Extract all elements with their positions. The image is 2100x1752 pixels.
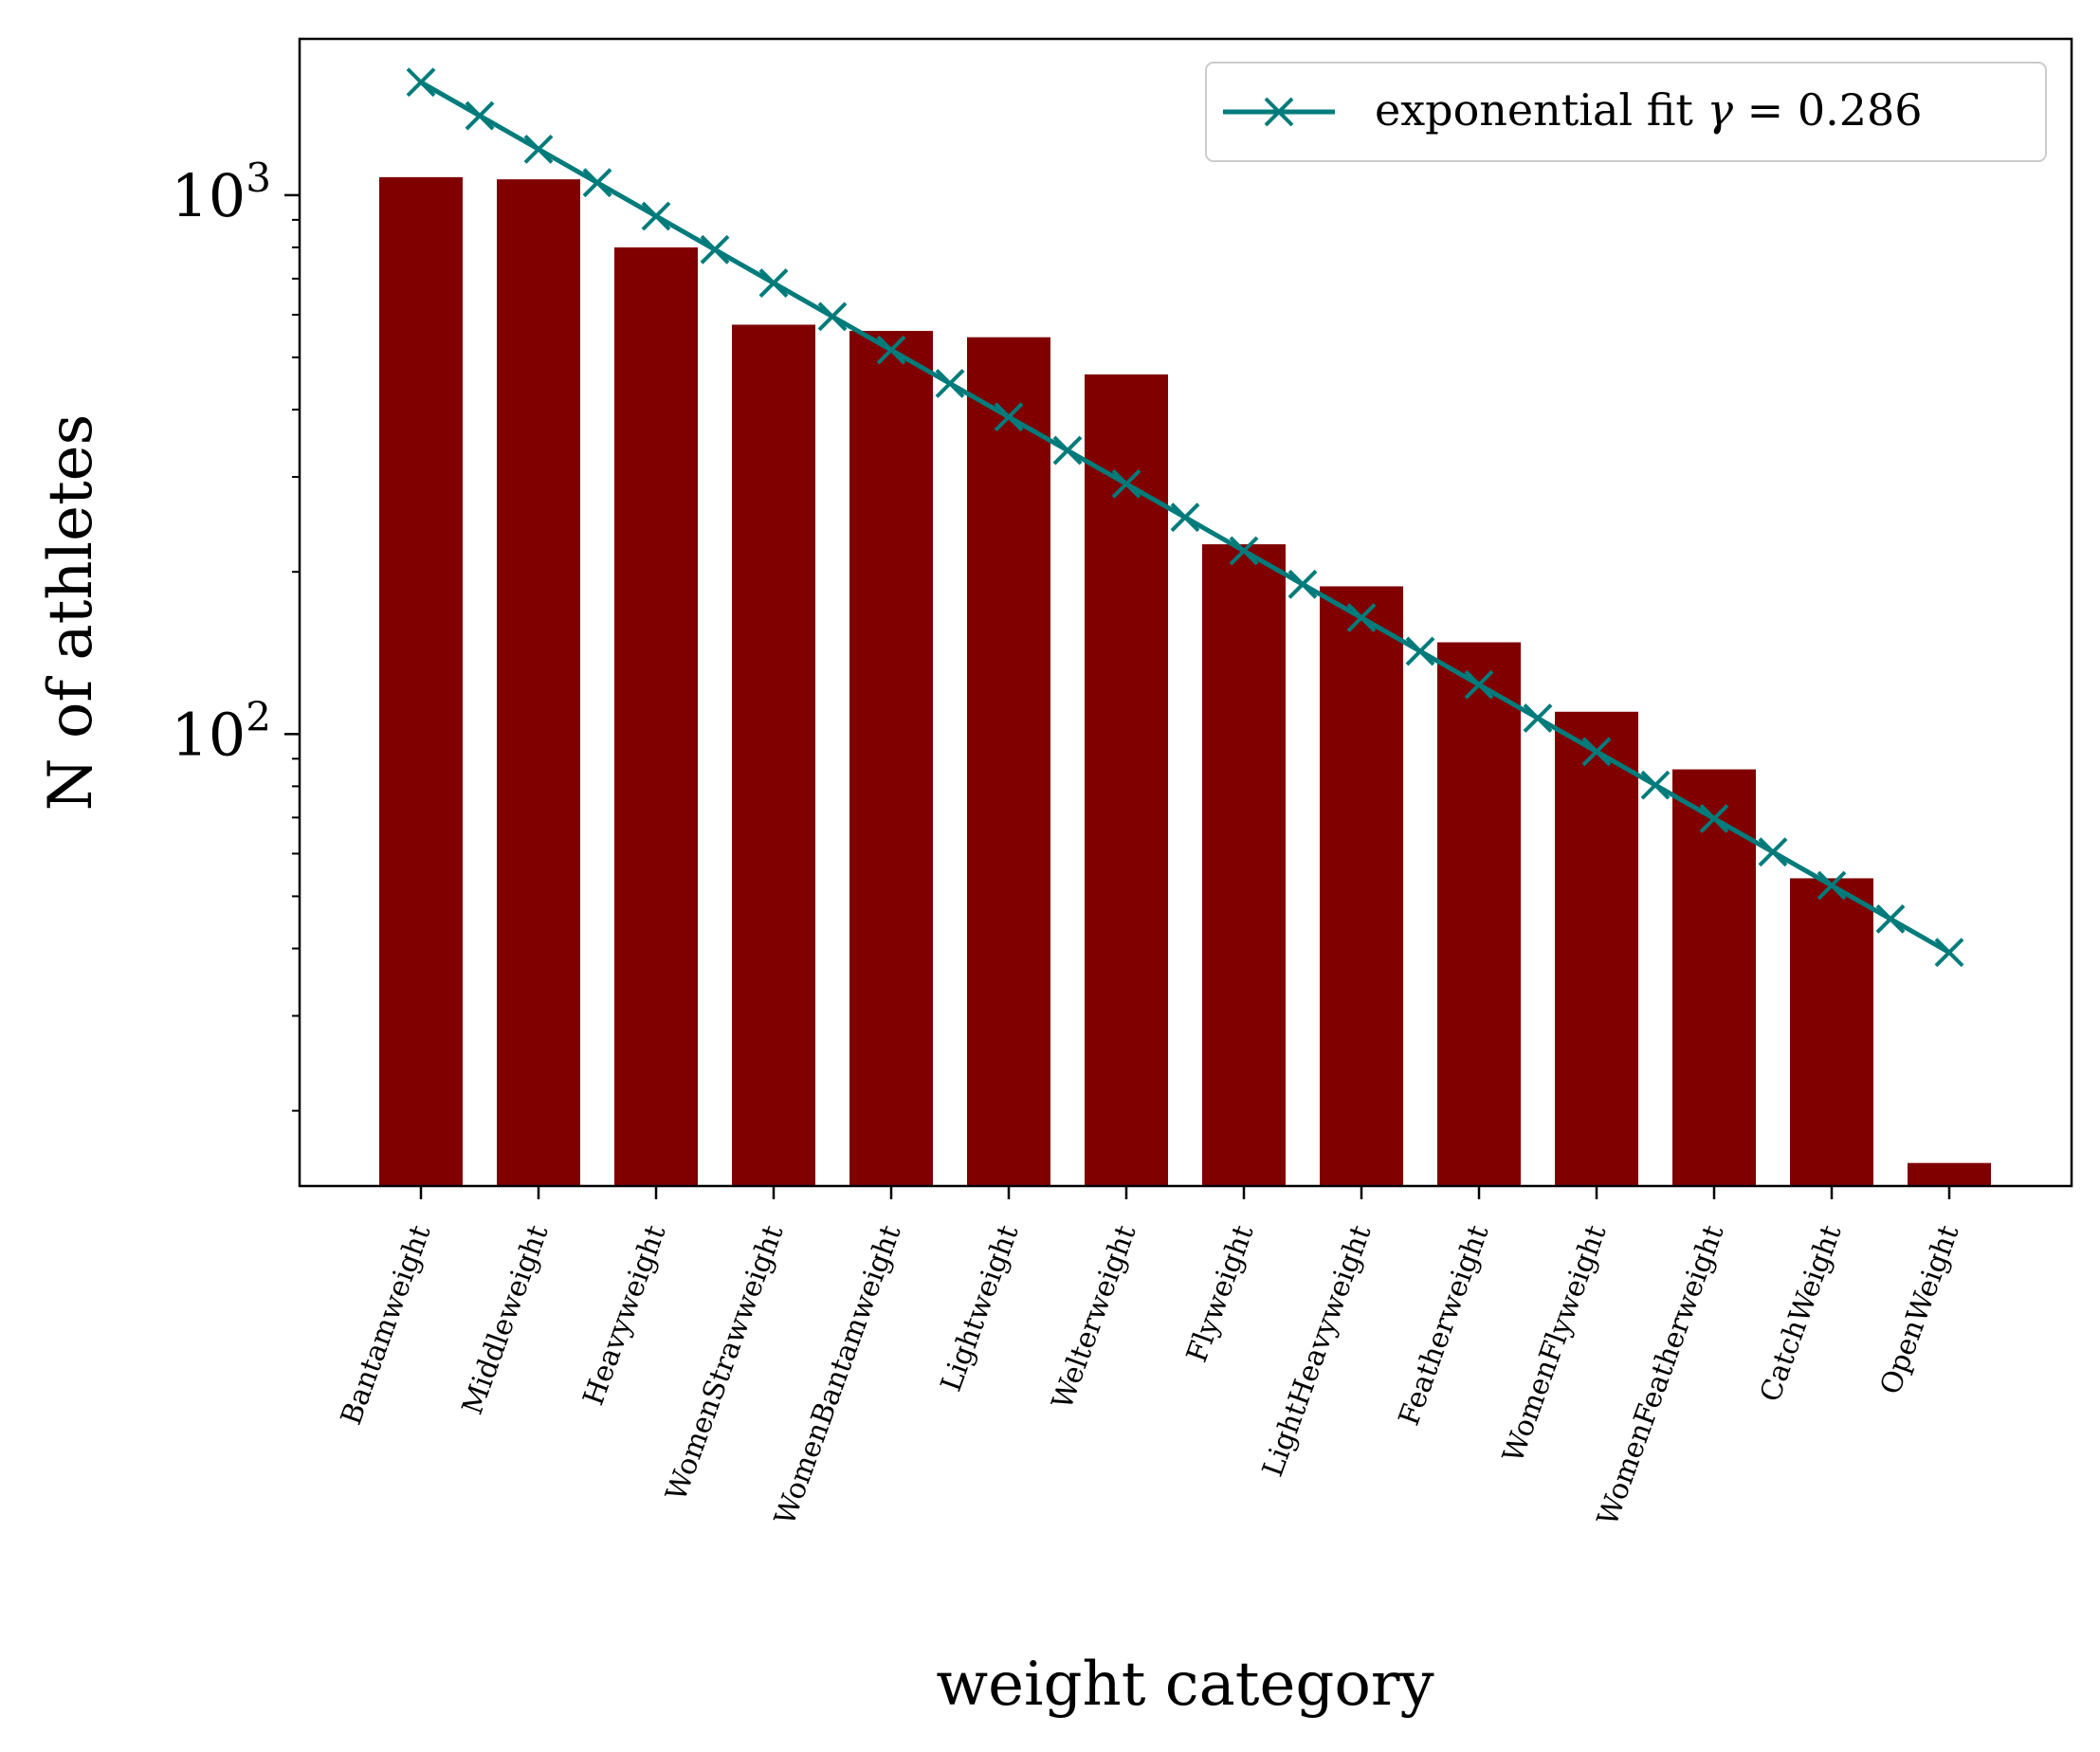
fit-marker: [641, 201, 671, 231]
bar-featherweight: [1437, 642, 1521, 1186]
bar-womenfeatherweight: [1672, 769, 1756, 1186]
bar-womenbantamweight: [849, 331, 933, 1186]
x-tick-label: Flyweight: [1180, 1221, 1261, 1367]
legend-box: [1205, 62, 2047, 162]
bar-welterweight: [1085, 374, 1168, 1187]
legend-marker: [1264, 97, 1294, 127]
bar-bantamweight: [379, 176, 463, 1186]
x-axis-label: weight category: [936, 1650, 1433, 1720]
fit-marker: [1170, 502, 1200, 533]
x-tick-label: Welterweight: [1046, 1221, 1142, 1414]
x-tick-label: WomenBantamweight: [769, 1221, 908, 1529]
x-tick-label: WomenFeatherweight: [1591, 1221, 1730, 1530]
fit-marker: [758, 268, 789, 298]
legend: exponential fit γ = 0.286: [1205, 62, 2047, 162]
legend-label: exponential fit γ = 0.286: [1375, 84, 1923, 136]
legend-label-suffix: = 0.286: [1733, 84, 1922, 136]
fit-marker: [700, 234, 730, 265]
x-tick-label: CatchWeight: [1754, 1221, 1849, 1407]
fit-marker: [1934, 938, 1964, 968]
legend-label-prefix: exponential fit: [1375, 84, 1707, 136]
x-tick-label: WomenStrawweight: [660, 1221, 791, 1506]
x-tick-label: Heavyweight: [576, 1221, 672, 1410]
x-tick-label: Featherweight: [1393, 1221, 1496, 1430]
bar-catchweight: [1790, 878, 1873, 1186]
bar-lightheavyweight: [1320, 586, 1403, 1186]
fit-marker: [1464, 669, 1494, 700]
fit-marker: [1758, 837, 1788, 867]
y-axis-label: N of athletes: [36, 414, 106, 812]
bar-womenstrawweight: [732, 324, 815, 1186]
bar-heavyweight: [614, 246, 698, 1186]
fit-marker: [817, 301, 848, 332]
y-axis: 102 103: [171, 155, 300, 1112]
x-tick-label: OpenWeight: [1874, 1221, 1966, 1399]
fit-marker: [1346, 603, 1377, 633]
x-tick-label: Middleweight: [456, 1221, 556, 1419]
fit-marker: [406, 67, 436, 98]
plot-frame: [298, 37, 2073, 1188]
fit-marker: [1287, 569, 1318, 599]
bar-womenflyweight: [1555, 711, 1638, 1186]
x-tick-label: Bantamweight: [335, 1221, 438, 1430]
fit-marker: [1817, 870, 1847, 901]
fit-marker: [1229, 536, 1259, 566]
fit-marker: [1581, 737, 1612, 767]
fit-marker: [994, 402, 1024, 432]
bar-lightweight: [967, 337, 1050, 1186]
bar-flyweight: [1202, 544, 1286, 1186]
x-axis: Bantamweight Middleweight HeavyweightWomen…: [335, 1186, 1966, 1530]
y-tick-label: 103: [171, 155, 271, 230]
fit-marker: [1052, 435, 1083, 465]
fit-marker: [1523, 703, 1553, 733]
fit-marker: [465, 100, 495, 131]
fit-marker: [1640, 770, 1671, 800]
bar-openweight: [1908, 1162, 1991, 1186]
fit-marker: [523, 134, 554, 164]
x-tick-label: LightHeavyweight: [1256, 1221, 1378, 1482]
bar-middleweight: [497, 179, 580, 1187]
x-tick-label: Lightweight: [935, 1221, 1026, 1396]
legend-gamma-symbol: γ: [1707, 84, 1734, 136]
fit-marker: [876, 335, 906, 365]
fit-marker: [582, 168, 612, 198]
x-tick-label: WomenFlyweight: [1497, 1221, 1614, 1467]
fit-marker: [1699, 803, 1729, 833]
fit-line-layer: [406, 67, 1964, 968]
fit-marker: [1111, 468, 1141, 499]
y-tick-label: 102: [171, 693, 271, 769]
bars-layer: [379, 176, 1991, 1187]
fit-marker: [1405, 636, 1435, 666]
fit-marker: [1875, 903, 1906, 934]
fit-marker: [935, 369, 965, 398]
